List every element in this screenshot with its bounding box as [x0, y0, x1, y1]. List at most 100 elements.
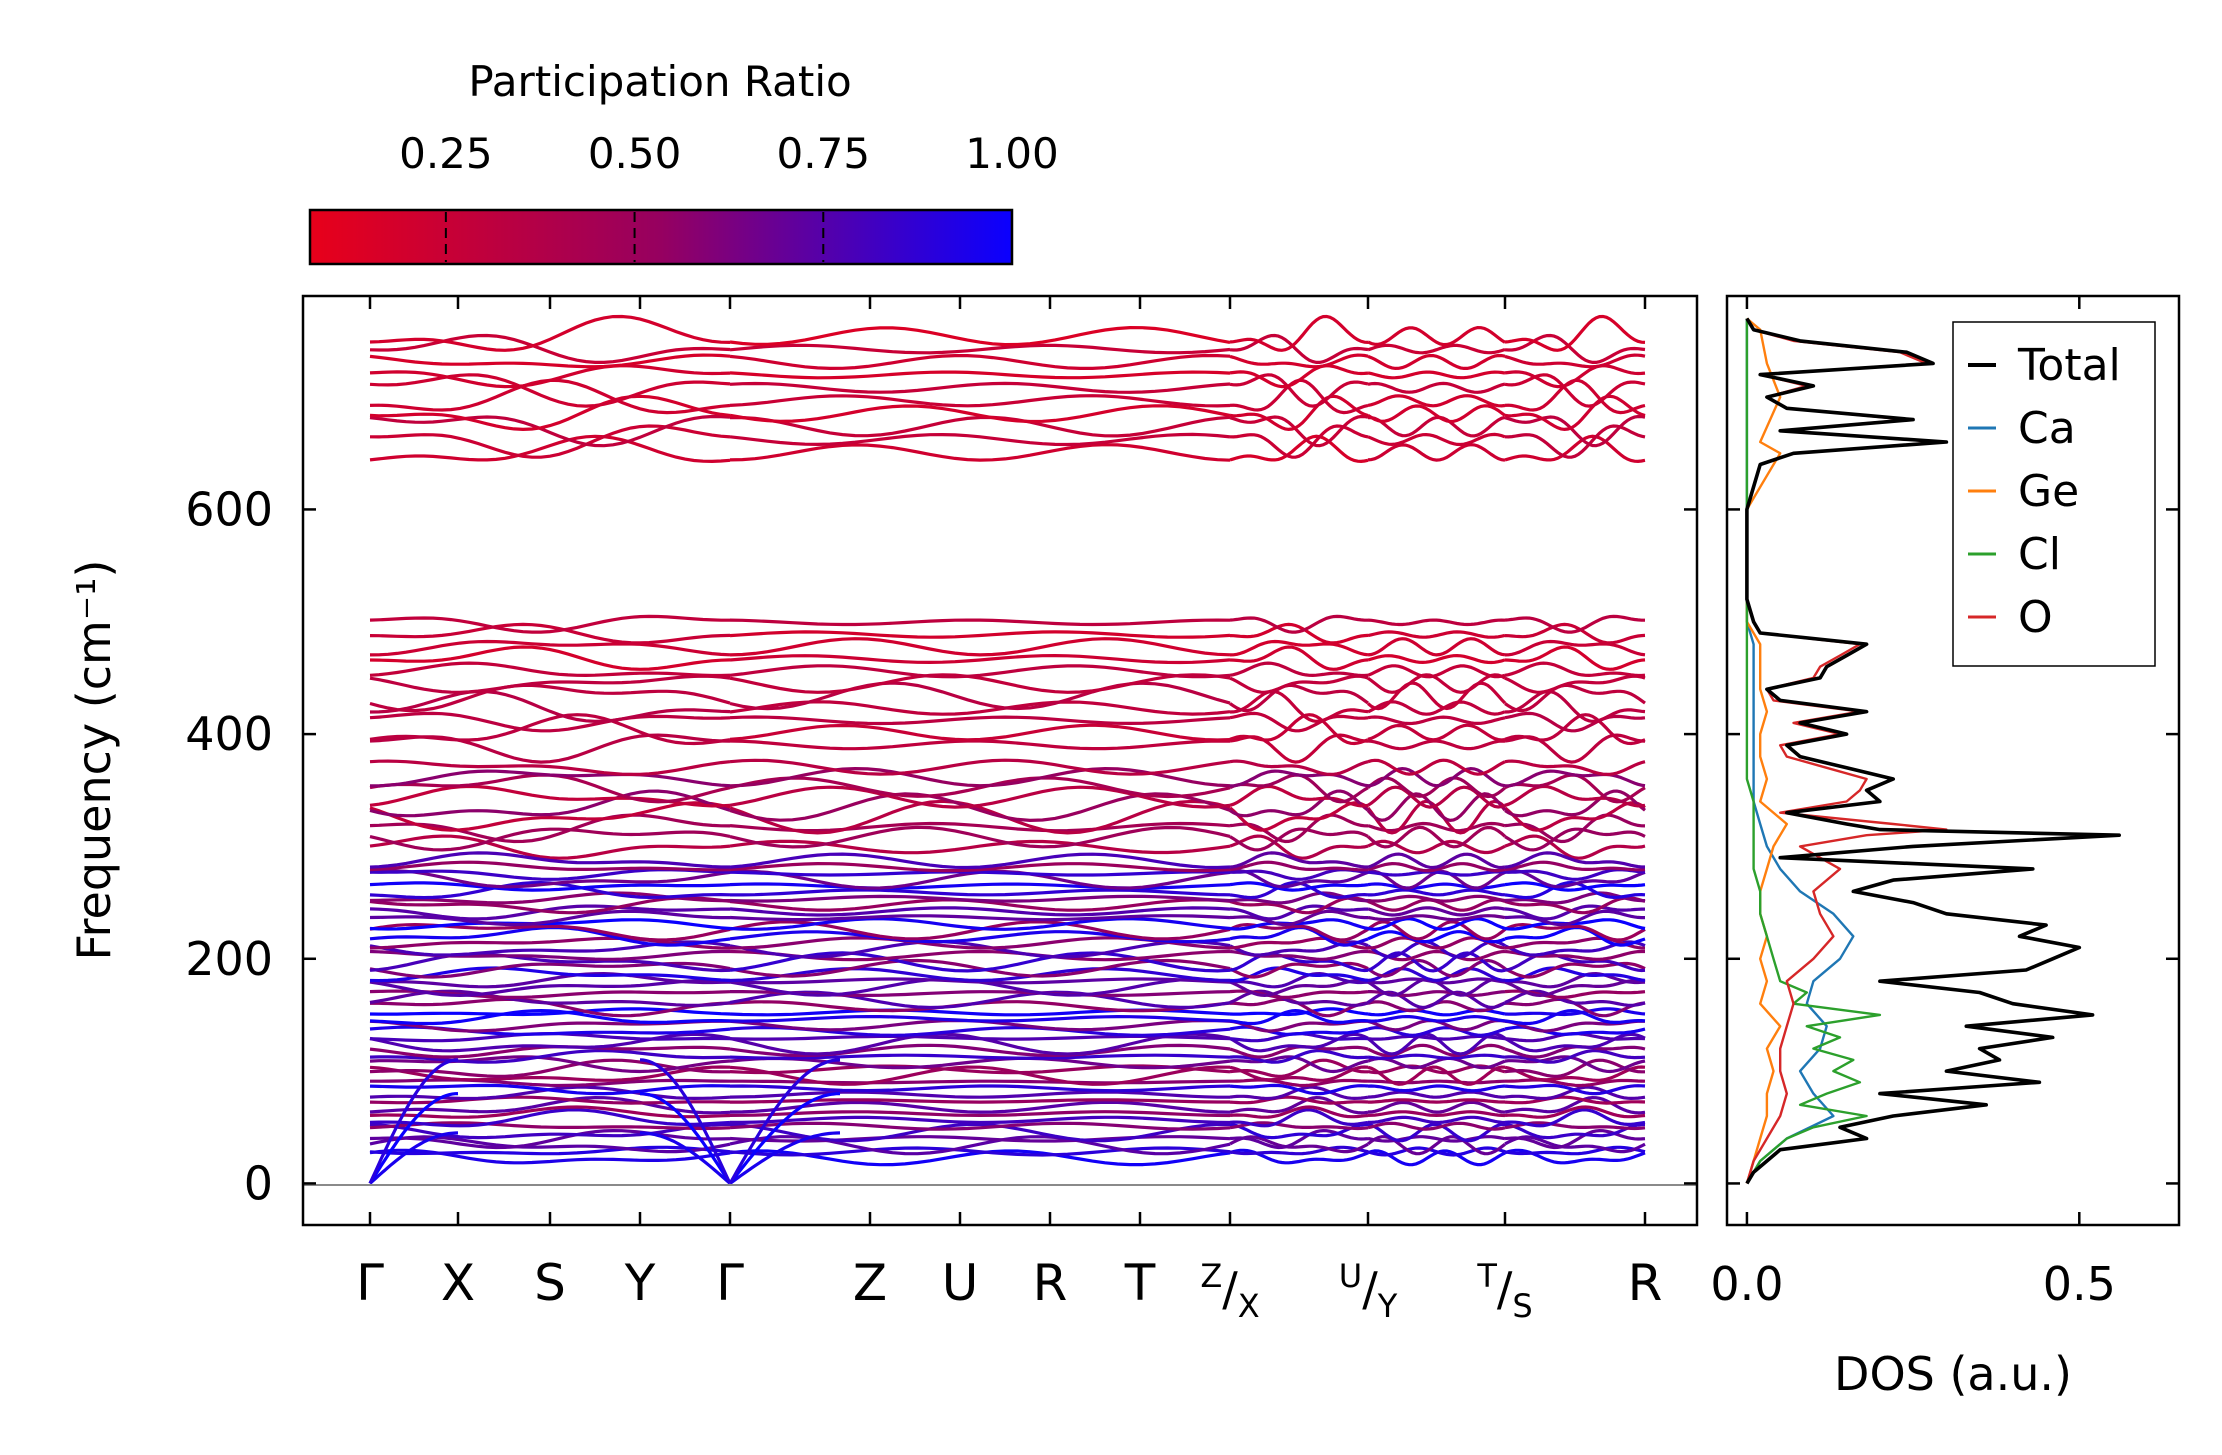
- y-tick-label: 400: [185, 707, 273, 761]
- band-line: [729, 906, 1231, 917]
- band-line: [1367, 404, 1506, 424]
- band-line: [1504, 373, 1646, 408]
- band-line: [369, 904, 730, 921]
- band-line: [369, 713, 731, 746]
- band-line: [1229, 394, 1369, 432]
- band-line: [369, 966, 731, 983]
- band-line: [1504, 827, 1646, 852]
- band-line: [1229, 1055, 1369, 1074]
- band-line: [1229, 314, 1369, 352]
- band-line: [1367, 1053, 1506, 1060]
- band-line: [1367, 637, 1506, 657]
- band-line: [1367, 1100, 1506, 1114]
- band-line: [729, 1053, 1231, 1060]
- band-line: [1367, 381, 1506, 394]
- band-line: [1229, 645, 1369, 671]
- band-line: [729, 758, 1231, 776]
- band-line: [729, 940, 1231, 959]
- band-line: [1504, 904, 1645, 921]
- band-line: [1367, 1121, 1506, 1131]
- band-line: [1504, 1095, 1646, 1115]
- band-line: [1504, 661, 1646, 678]
- band-line: [729, 990, 1231, 1010]
- band-line: [729, 914, 1231, 922]
- band-line: [1229, 1008, 1369, 1026]
- band-line: [1229, 851, 1368, 869]
- band-line: [1367, 739, 1506, 751]
- band-line: [1504, 1145, 1646, 1156]
- y-tick-label: 0: [244, 1156, 273, 1210]
- band-line: [369, 661, 731, 678]
- band-line: [1504, 1083, 1646, 1096]
- band-line: [1504, 936, 1646, 950]
- band-line: [1367, 432, 1506, 447]
- band-line: [1229, 834, 1369, 860]
- band-line: [1229, 333, 1369, 364]
- band-line: [729, 325, 1231, 347]
- band-line: [1367, 343, 1506, 355]
- band-line: [1504, 1135, 1646, 1154]
- band-line: [369, 909, 730, 927]
- band-line: [1367, 990, 1506, 1010]
- band-line: [1504, 414, 1646, 448]
- band-line: [369, 674, 731, 694]
- band-line: [369, 851, 730, 869]
- band-line: [369, 424, 731, 459]
- band-line: [369, 1122, 730, 1140]
- band-line: [1367, 1110, 1506, 1118]
- band-line: [729, 723, 1231, 742]
- band-line: [369, 869, 731, 889]
- band-line: [369, 622, 731, 645]
- band-line: [1504, 1095, 1646, 1105]
- band-line: [1229, 784, 1369, 808]
- band-line: [1367, 852, 1506, 870]
- band-line: [370, 1078, 731, 1088]
- band-line: [369, 1049, 731, 1064]
- band-line: [729, 894, 1231, 903]
- band-line: [729, 839, 1231, 855]
- band-line: [1229, 918, 1369, 931]
- band-line: [1229, 661, 1369, 678]
- band-line: [1229, 759, 1369, 777]
- colorbar-tick-label: 0.25: [399, 129, 493, 178]
- band-line: [369, 639, 731, 657]
- band-line: [369, 784, 731, 808]
- band-line: [1229, 1128, 1369, 1150]
- band-line: [369, 1058, 730, 1078]
- band-line: [1504, 909, 1645, 927]
- band-line: [729, 799, 1231, 835]
- band-line: [1367, 723, 1506, 742]
- band-line: [1503, 801, 1646, 832]
- band-line: [1504, 966, 1646, 983]
- band-line: [1366, 825, 1507, 849]
- x-tick-label: R: [1628, 1254, 1663, 1312]
- band-line: [1504, 1128, 1646, 1150]
- band-line: [729, 653, 1231, 665]
- dos-x-tick-label: 0.0: [1710, 1257, 1783, 1311]
- band-line: [1229, 860, 1369, 872]
- acoustic-band-line: [639, 1131, 732, 1185]
- band-line: [1229, 789, 1369, 818]
- band-line: [1367, 870, 1506, 877]
- band-line: [729, 630, 1231, 639]
- band-line: [1229, 1049, 1369, 1064]
- band-line: [1229, 711, 1369, 733]
- x-tick-label: Z/X: [1200, 1257, 1259, 1325]
- band-line: [1229, 713, 1369, 746]
- band-line: [1229, 1058, 1368, 1078]
- dos-axes: 0.0 0.5: [1710, 296, 2179, 1311]
- band-line: [1367, 664, 1506, 679]
- band-lines: [368, 314, 1646, 1185]
- band-line: [729, 917, 1231, 931]
- band-line: [1504, 918, 1646, 931]
- band-line: [729, 776, 1231, 799]
- band-line: [1504, 733, 1646, 764]
- band-line: [1504, 860, 1646, 872]
- band-line: [369, 1032, 731, 1053]
- band-line: [729, 673, 1231, 694]
- band-line: [1504, 614, 1645, 634]
- band-line: [369, 1095, 731, 1105]
- band-line: [1229, 813, 1369, 844]
- band-line: [1367, 951, 1506, 973]
- x-tick-label: U/Y: [1339, 1257, 1398, 1325]
